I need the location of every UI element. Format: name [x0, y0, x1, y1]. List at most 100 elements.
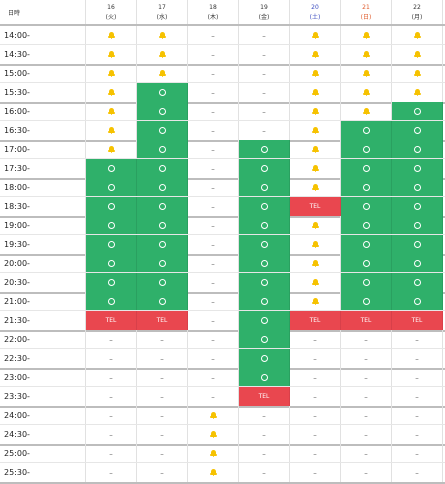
slot-available[interactable]: [239, 349, 290, 368]
slot-request[interactable]: [290, 178, 341, 197]
slot-available[interactable]: [239, 368, 290, 387]
slot-available[interactable]: [86, 235, 137, 254]
slot-available[interactable]: [86, 292, 137, 311]
slot-request[interactable]: [188, 463, 239, 482]
slot-available[interactable]: [137, 178, 188, 197]
slot-available[interactable]: [239, 254, 290, 273]
slot-request[interactable]: [86, 64, 137, 83]
slot-request[interactable]: [86, 121, 137, 140]
slot-request[interactable]: [290, 45, 341, 64]
slot-available[interactable]: [341, 121, 392, 140]
slot-tel[interactable]: TEL: [137, 311, 188, 330]
slot-available[interactable]: [341, 197, 392, 216]
slot-available[interactable]: [137, 254, 188, 273]
slot-request[interactable]: [290, 254, 341, 273]
slot-request[interactable]: [86, 102, 137, 121]
slot-request[interactable]: [290, 121, 341, 140]
slot-request[interactable]: [137, 64, 188, 83]
slot-available[interactable]: [86, 216, 137, 235]
slot-available[interactable]: [392, 140, 443, 159]
slot-request[interactable]: [290, 235, 341, 254]
slot-tel[interactable]: TEL: [239, 387, 290, 406]
slot-available[interactable]: [341, 178, 392, 197]
slot-available[interactable]: [137, 159, 188, 178]
slot-request[interactable]: [290, 102, 341, 121]
slot-request[interactable]: [341, 45, 392, 64]
slot-available[interactable]: [341, 273, 392, 292]
slot-request[interactable]: [341, 64, 392, 83]
slot-available[interactable]: [137, 197, 188, 216]
slot-request[interactable]: [86, 140, 137, 159]
slot-request[interactable]: [137, 45, 188, 64]
slot-request[interactable]: [290, 292, 341, 311]
slot-available[interactable]: [392, 292, 443, 311]
slot-request[interactable]: [392, 26, 443, 45]
slot-request[interactable]: [86, 83, 137, 102]
slot-available[interactable]: [341, 254, 392, 273]
slot-available[interactable]: [392, 159, 443, 178]
slot-tel[interactable]: TEL: [86, 311, 137, 330]
slot-available[interactable]: [239, 159, 290, 178]
slot-request[interactable]: [188, 425, 239, 444]
slot-available[interactable]: [86, 159, 137, 178]
slot-available[interactable]: [392, 254, 443, 273]
slot-request[interactable]: [290, 216, 341, 235]
slot-request[interactable]: [392, 64, 443, 83]
slot-available[interactable]: [137, 83, 188, 102]
slot-available[interactable]: [137, 273, 188, 292]
slot-request[interactable]: [188, 406, 239, 425]
slot-available[interactable]: [392, 235, 443, 254]
slot-available[interactable]: [341, 140, 392, 159]
slot-request[interactable]: [86, 45, 137, 64]
slot-available[interactable]: [137, 102, 188, 121]
slot-request[interactable]: [392, 83, 443, 102]
slot-available[interactable]: [341, 159, 392, 178]
slot-request[interactable]: [290, 64, 341, 83]
slot-available[interactable]: [137, 292, 188, 311]
slot-request[interactable]: [290, 83, 341, 102]
slot-available[interactable]: [239, 311, 290, 330]
slot-request[interactable]: [290, 26, 341, 45]
slot-tel[interactable]: TEL: [290, 197, 341, 216]
slot-available[interactable]: [392, 273, 443, 292]
slot-available[interactable]: [86, 197, 137, 216]
slot-available[interactable]: [239, 235, 290, 254]
slot-request[interactable]: [341, 26, 392, 45]
slot-tel[interactable]: TEL: [290, 311, 341, 330]
slot-available[interactable]: [137, 140, 188, 159]
slot-available[interactable]: [392, 121, 443, 140]
slot-available[interactable]: [392, 102, 443, 121]
slot-request[interactable]: [341, 83, 392, 102]
slot-available[interactable]: [137, 121, 188, 140]
slot-request[interactable]: [290, 159, 341, 178]
slot-available[interactable]: [239, 197, 290, 216]
slot-available[interactable]: [239, 178, 290, 197]
slot-request[interactable]: [341, 102, 392, 121]
slot-available[interactable]: [86, 178, 137, 197]
slot-available[interactable]: [341, 292, 392, 311]
slot-available[interactable]: [392, 178, 443, 197]
slot-available[interactable]: [137, 216, 188, 235]
slot-request[interactable]: [86, 26, 137, 45]
column-header-day-16: 16 (火): [86, 0, 137, 24]
slot-available[interactable]: [86, 254, 137, 273]
slot-available[interactable]: [341, 235, 392, 254]
slot-available[interactable]: [392, 197, 443, 216]
slot-available[interactable]: [392, 216, 443, 235]
slot-tel[interactable]: TEL: [392, 311, 443, 330]
slot-request[interactable]: [290, 140, 341, 159]
slot-request[interactable]: [290, 273, 341, 292]
slot-request[interactable]: [392, 45, 443, 64]
slot-request[interactable]: [188, 444, 239, 463]
slot-available[interactable]: [86, 273, 137, 292]
slot-request[interactable]: [137, 26, 188, 45]
slot-tel[interactable]: TEL: [341, 311, 392, 330]
slot-available[interactable]: [239, 216, 290, 235]
slot-available[interactable]: [239, 330, 290, 349]
slot-available[interactable]: [239, 273, 290, 292]
time-label: 18:00-: [0, 178, 86, 197]
slot-available[interactable]: [239, 140, 290, 159]
slot-available[interactable]: [239, 292, 290, 311]
slot-available[interactable]: [341, 216, 392, 235]
slot-available[interactable]: [137, 235, 188, 254]
